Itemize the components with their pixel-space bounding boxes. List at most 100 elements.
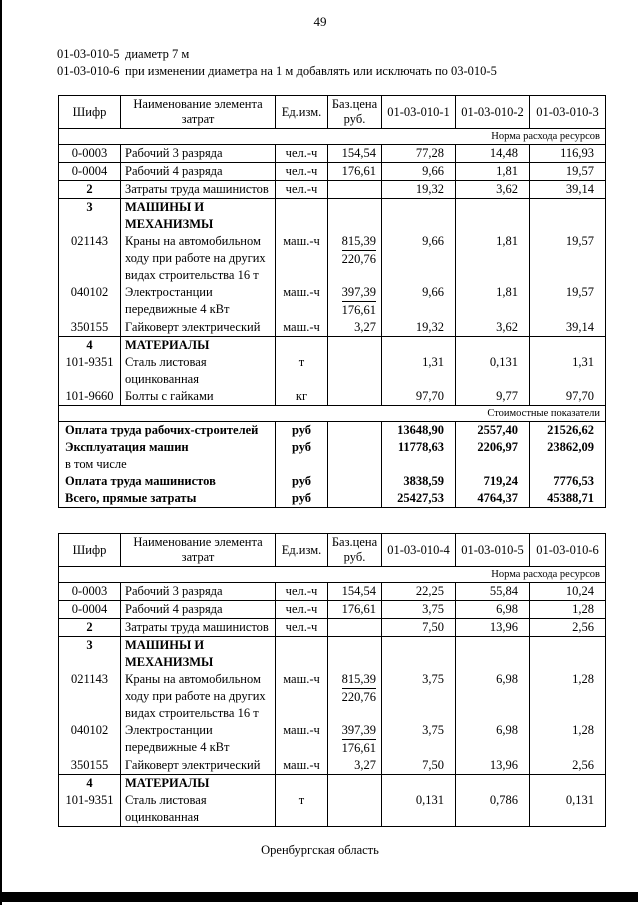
value-cell: 25427,53 xyxy=(381,490,456,508)
code-cell: 0-0004 xyxy=(58,162,121,181)
value-cell xyxy=(529,198,606,233)
value-cell: 6,98 xyxy=(455,671,530,722)
base-price-cell xyxy=(327,490,382,508)
value-cell: 7,50 xyxy=(381,618,456,637)
unit-cell: руб xyxy=(275,439,328,456)
value-cell: 7,50 xyxy=(381,757,456,775)
base-price-cell: 397,39 176,61 xyxy=(327,284,382,319)
base-price-denominator: 176,61 xyxy=(341,741,376,755)
cost-table-010-4-6: Шифр Наименование элемента затрат Ед.изм… xyxy=(58,533,606,827)
section-row: 3 МАШИНЫ И МЕХАНИЗМЫ xyxy=(59,198,606,233)
value-cell: 2,56 xyxy=(529,618,606,637)
column-header-norm-5: 01-03-010-5 xyxy=(455,533,530,567)
cost-row: в том числе xyxy=(59,456,606,473)
value-cell: 39,14 xyxy=(529,180,606,199)
value-cell xyxy=(381,456,456,473)
value-cell xyxy=(529,774,606,792)
name-cell: Сталь листовая оцинкованная xyxy=(120,354,276,388)
base-price-denominator: 220,76 xyxy=(341,690,376,704)
value-cell: 3,75 xyxy=(381,722,456,757)
name-cell: Электростанции передвижные 4 кВт xyxy=(120,722,276,757)
value-cell: 0,131 xyxy=(381,792,456,827)
code-cell: 4 xyxy=(86,776,93,790)
code-cell: 3 xyxy=(86,200,93,214)
unit-cell xyxy=(275,198,328,233)
unit-cell: руб xyxy=(275,421,328,439)
base-price-numerator: 397,39 xyxy=(341,722,376,740)
value-cell: 6,98 xyxy=(455,600,530,619)
value-cell: 116,93 xyxy=(529,144,606,163)
unit-cell: маш.-ч xyxy=(275,284,328,319)
unit-cell: чел.-ч xyxy=(275,582,328,601)
name-cell: Рабочий 3 разряда xyxy=(120,582,276,601)
value-cell: 0,786 xyxy=(455,792,530,827)
base-price-cell xyxy=(327,473,382,490)
value-cell xyxy=(381,336,456,354)
value-cell: 1,28 xyxy=(529,722,606,757)
base-price-cell: 154,54 xyxy=(327,144,382,163)
cost-row: Всего, прямые затраты руб 25427,53 4764,… xyxy=(59,490,606,508)
value-cell: 9,77 xyxy=(455,388,530,406)
value-cell: 2,56 xyxy=(529,757,606,775)
name-cell: Гайковерт электрический xyxy=(120,757,276,775)
code-cell: 0-0004 xyxy=(58,600,121,619)
code-cell: 4 xyxy=(86,338,93,352)
table-row: 0-0003 Рабочий 3 разряда чел.-ч 154,54 2… xyxy=(58,582,606,601)
value-cell xyxy=(529,456,606,473)
base-price-cell: 397,39 176,61 xyxy=(327,722,382,757)
band-row: Норма расхода ресурсов xyxy=(58,566,606,583)
base-price-denominator: 220,76 xyxy=(341,252,376,266)
norm-description: диаметр 7 м xyxy=(125,47,190,61)
value-cell: 1,31 xyxy=(529,354,606,388)
unit-cell: руб xyxy=(275,490,328,508)
table-header-row: Шифр Наименование элемента затрат Ед.изм… xyxy=(58,533,606,567)
section-title-cell: МАТЕРИАЛЫ xyxy=(120,336,276,354)
value-cell xyxy=(529,636,606,671)
value-cell: 22,25 xyxy=(381,582,456,601)
unit-cell: чел.-ч xyxy=(275,144,328,163)
value-cell: 4764,37 xyxy=(455,490,530,508)
table-row: 021143 Краны на автомобильном ходу при р… xyxy=(59,233,606,284)
base-price-cell xyxy=(327,354,382,388)
unit-cell: чел.-ч xyxy=(275,180,328,199)
costs-band-label: Стоимостные показатели xyxy=(58,405,606,422)
name-cell: Затраты труда машинистов xyxy=(120,180,276,199)
value-cell: 1,81 xyxy=(455,162,530,181)
base-price-cell: 3,27 xyxy=(327,319,382,337)
column-header-base-price: Баз.цена руб. xyxy=(327,533,382,567)
value-cell: 97,70 xyxy=(381,388,456,406)
unit-cell: маш.-ч xyxy=(275,722,328,757)
value-cell xyxy=(381,198,456,233)
code-cell: 350155 xyxy=(58,757,121,775)
table-row: 2 Затраты труда машинистов чел.-ч 7,50 1… xyxy=(58,618,606,637)
value-cell: 3,75 xyxy=(381,671,456,722)
value-cell: 2206,97 xyxy=(455,439,530,456)
column-header-name: Наименование элемента затрат xyxy=(120,95,276,129)
table-row: 101-9351 Сталь листовая оцинкованная т 0… xyxy=(59,792,606,827)
unit-cell: чел.-ч xyxy=(275,162,328,181)
band-row: Норма расхода ресурсов xyxy=(58,128,606,145)
base-price-cell xyxy=(327,180,382,199)
code-cell: 0-0003 xyxy=(58,582,121,601)
value-cell xyxy=(455,336,530,354)
norm-code: 01-03-010-5 xyxy=(57,47,120,61)
base-price-cell: 815,39 220,76 xyxy=(327,233,382,284)
name-cell: Краны на автомобильном ходу при работе н… xyxy=(120,233,276,284)
base-price-cell xyxy=(327,456,382,473)
unit-cell xyxy=(275,336,328,354)
value-cell xyxy=(455,456,530,473)
column-header-norm-3: 01-03-010-3 xyxy=(529,95,606,129)
base-price-denominator: 176,61 xyxy=(341,303,376,317)
table-header-row: Шифр Наименование элемента затрат Ед.изм… xyxy=(58,95,606,129)
column-header-norm-1: 01-03-010-1 xyxy=(381,95,456,129)
value-cell: 1,81 xyxy=(455,284,530,319)
value-cell: 3,62 xyxy=(455,319,530,337)
unit-cell: чел.-ч xyxy=(275,618,328,637)
name-cell: Сталь листовая оцинкованная xyxy=(120,792,276,827)
cost-row: Оплата труда машинистов руб 3838,59 719,… xyxy=(59,473,606,490)
table-row: 101-9351 Сталь листовая оцинкованная т 1… xyxy=(59,354,606,388)
value-cell xyxy=(381,636,456,671)
region-footer: Оренбургская область xyxy=(261,843,379,857)
value-cell xyxy=(455,198,530,233)
